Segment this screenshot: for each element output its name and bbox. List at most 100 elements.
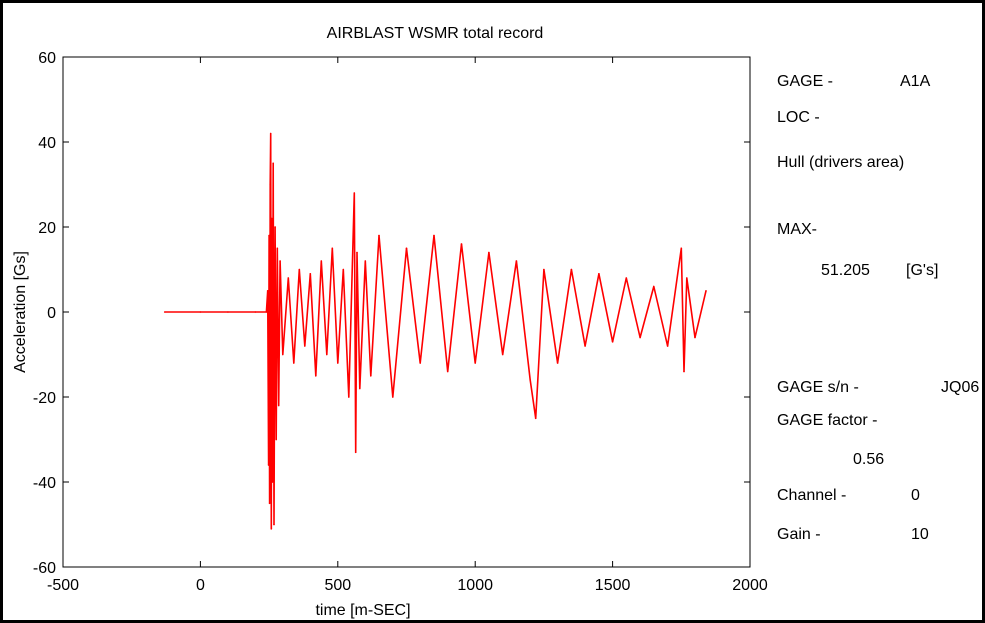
data-point [680, 247, 683, 250]
data-point [694, 336, 696, 339]
data-point [446, 370, 449, 373]
channel-value: 0 [911, 487, 920, 504]
y-tick-label: -40 [33, 475, 56, 492]
data-point [556, 362, 559, 364]
x-axis-label: time [m-SEC] [315, 602, 410, 619]
data-point [348, 396, 350, 398]
data-point [282, 353, 284, 356]
data-point [254, 311, 257, 313]
data-point [267, 464, 270, 466]
data-point [534, 417, 537, 420]
signal-layer [163, 132, 707, 530]
data-point [287, 277, 290, 279]
data-point [683, 370, 685, 373]
gage-factor-label: GAGE factor - [777, 412, 878, 429]
y-tick-label: 20 [38, 220, 56, 237]
data-point [625, 277, 628, 279]
data-point [543, 268, 545, 271]
data-point [227, 311, 229, 313]
data-point [356, 251, 358, 254]
data-point [298, 268, 301, 271]
data-point [501, 353, 504, 356]
data-point [392, 396, 394, 398]
gage-value: A1A [900, 73, 931, 90]
channel-label: Channel - [777, 487, 847, 504]
gain-value: 10 [911, 526, 929, 543]
data-point [584, 345, 586, 347]
data-point [326, 353, 328, 356]
data-point [378, 234, 380, 237]
data-point [353, 192, 356, 194]
data-point [529, 379, 531, 381]
gage-factor-value: 0.56 [853, 451, 885, 468]
data-point [293, 362, 295, 364]
data-point [419, 362, 422, 364]
chart-title: AIRBLAST WSMR total record [327, 25, 544, 42]
data-point [611, 341, 614, 343]
loc-value: Hull (drivers area) [777, 154, 905, 171]
max-unit: [G's] [906, 262, 939, 279]
data-point [354, 451, 357, 454]
data-point [337, 362, 339, 364]
data-point [276, 247, 279, 250]
data-point [474, 362, 477, 364]
y-tick-label: -20 [33, 390, 56, 407]
max-value: 51.205 [821, 262, 870, 279]
gage-sn-label: GAGE s/n - [777, 379, 859, 396]
data-point [460, 243, 463, 245]
y-tick-label: 0 [47, 305, 56, 322]
data-point [268, 234, 270, 237]
data-point [274, 226, 276, 228]
data-point [359, 387, 361, 390]
data-point [515, 260, 518, 262]
data-point [598, 273, 600, 275]
y-axis-label: Acceleration [Gs] [12, 251, 29, 373]
x-tick-label: 1500 [595, 577, 631, 594]
tick-layer: -500 0 500 1000 1500 2000 -60 -40 -20 0 20 40 60 [33, 50, 768, 594]
data-point [279, 260, 281, 262]
data-point [163, 311, 166, 313]
y-tick-label: -60 [33, 560, 56, 577]
data-point [570, 268, 573, 271]
data-point [405, 247, 408, 250]
data-point [309, 273, 312, 275]
data-point [653, 285, 655, 288]
data-point [433, 234, 435, 237]
data-point [273, 523, 275, 526]
gage-label: GAGE - [777, 73, 834, 90]
data-point [364, 260, 367, 262]
data-point [268, 502, 271, 505]
data-point [342, 268, 345, 271]
x-tick-label: -500 [47, 577, 79, 594]
data-point [271, 217, 273, 220]
data-point [269, 183, 272, 186]
gain-label: Gain - [777, 526, 821, 543]
data-point [275, 438, 278, 441]
gage-sn-value: JQ06 [941, 379, 980, 396]
x-tick-label: 0 [196, 577, 205, 594]
x-tick-label: 500 [324, 577, 351, 594]
data-point [304, 345, 306, 347]
data-point [266, 290, 269, 292]
data-point [269, 132, 272, 135]
data-point [639, 336, 641, 339]
data-point [277, 404, 280, 407]
data-point [666, 345, 669, 347]
x-tick-label: 1000 [457, 577, 493, 594]
y-tick-label: 40 [38, 135, 56, 152]
data-point [331, 247, 334, 250]
data-point [265, 311, 268, 313]
data-point [272, 162, 275, 165]
data-point [705, 290, 707, 292]
data-point [488, 251, 490, 254]
data-point [270, 528, 273, 530]
data-point [271, 481, 274, 483]
data-point [320, 260, 323, 262]
max-label: MAX- [777, 221, 817, 238]
data-point [315, 375, 317, 377]
data-point [686, 277, 688, 279]
loc-label: LOC - [777, 109, 820, 126]
data-point [370, 375, 372, 377]
series-line-0 [164, 132, 707, 530]
